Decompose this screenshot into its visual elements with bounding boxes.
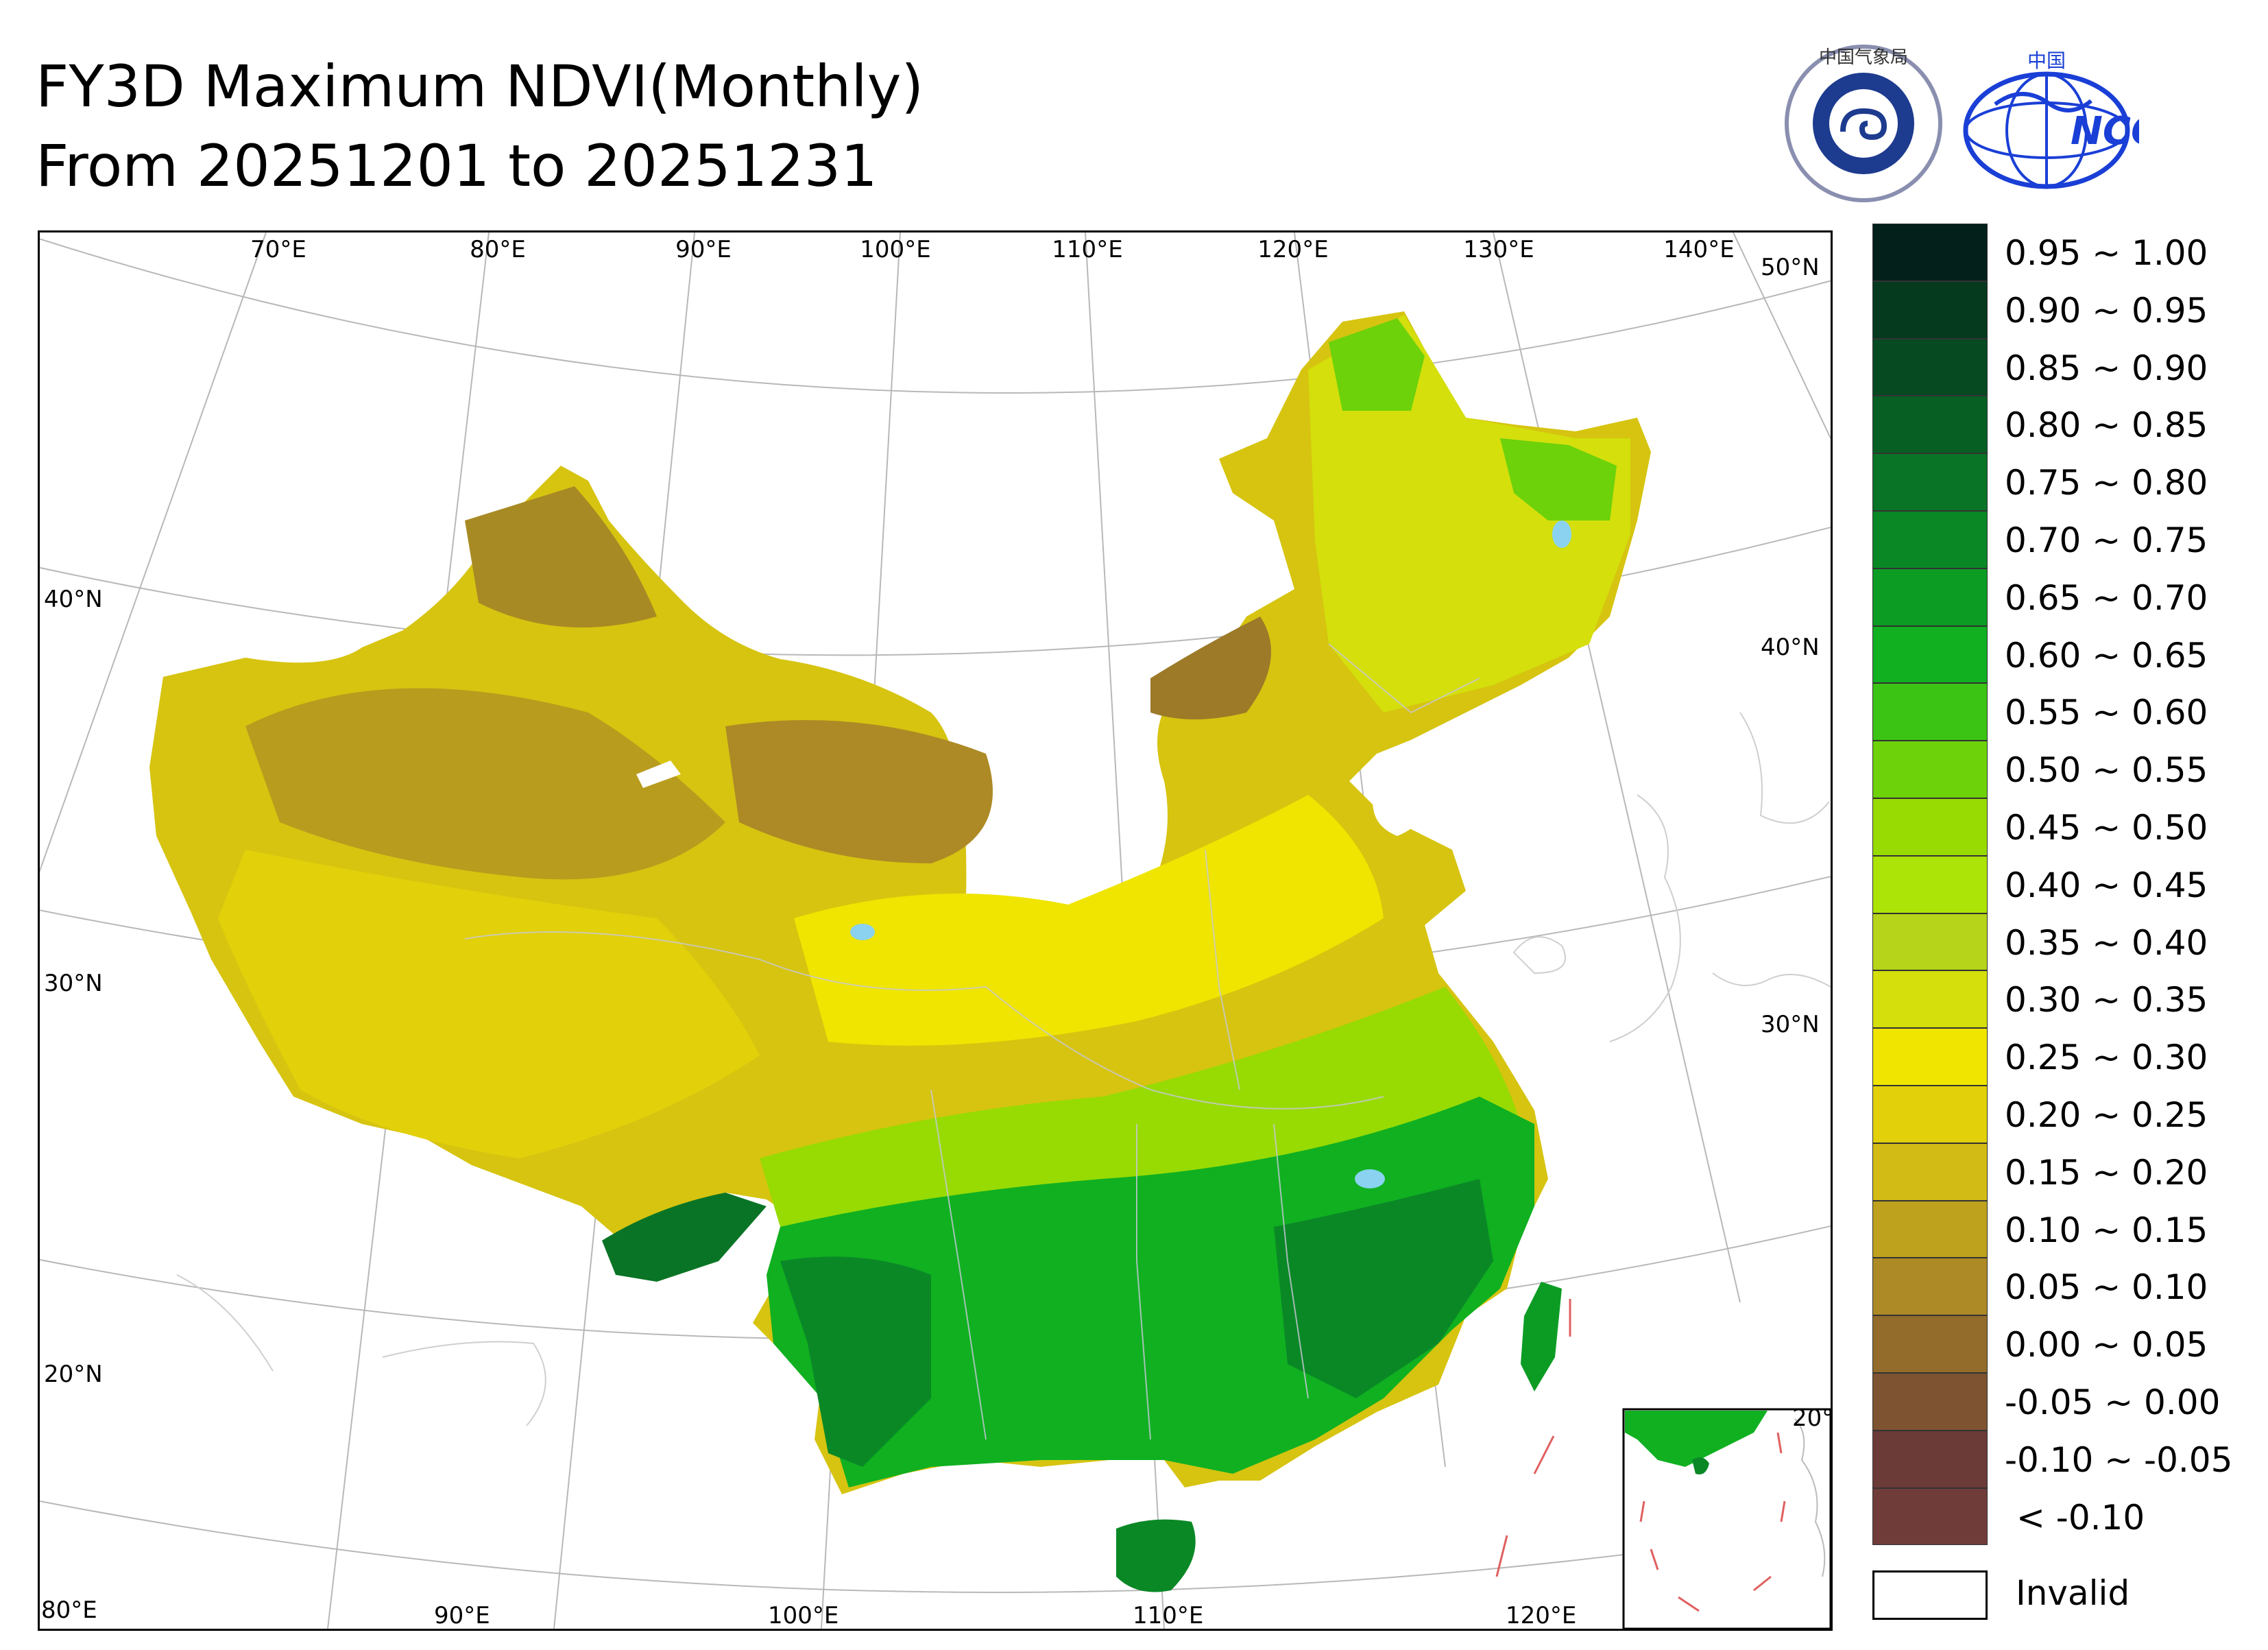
map-title-date-range: From 20251201 to 20251231 bbox=[36, 132, 878, 200]
lon-line-70 bbox=[40, 232, 267, 873]
legend-swatch bbox=[1872, 1315, 1988, 1373]
legend-swatch bbox=[1872, 511, 1988, 569]
lon-line-130 bbox=[1493, 232, 1741, 1303]
lat-label-left-20: 20°N bbox=[44, 1361, 103, 1388]
south-china-sea-inset: 20°N bbox=[1622, 1404, 1831, 1629]
legend-label: 0.60 ~ 0.65 bbox=[2005, 635, 2208, 675]
legend-label: -0.10 ~ -0.05 bbox=[2005, 1439, 2233, 1480]
cma-logo: 中国气象局 bbox=[1783, 36, 1944, 210]
legend-swatch bbox=[1872, 1258, 1988, 1316]
legend-label: 0.25 ~ 0.30 bbox=[2005, 1038, 2208, 1078]
lon-label-130: 130°E bbox=[1463, 236, 1534, 263]
legend-swatch bbox=[1872, 453, 1988, 511]
lat-label-left-30: 30°N bbox=[44, 970, 103, 997]
legend-swatch bbox=[1872, 224, 1988, 281]
legend-label: < -0.10 bbox=[2016, 1497, 2145, 1538]
top-longitude-labels: 70°E 80°E 90°E 100°E 110°E 120°E 130°E 1… bbox=[250, 236, 1735, 263]
legend-swatch bbox=[1872, 1200, 1988, 1258]
svg-text:NCC: NCC bbox=[2071, 109, 2139, 154]
nine-dash-segments bbox=[1495, 1299, 1571, 1577]
ncc-logo-icon: NCC 中国 bbox=[1963, 49, 2159, 189]
lon-label-140: 140°E bbox=[1663, 236, 1734, 263]
legend-label: 0.10 ~ 0.15 bbox=[2005, 1210, 2208, 1250]
lat-label-left-40: 40°N bbox=[44, 586, 103, 613]
lon-label-110: 110°E bbox=[1052, 236, 1122, 263]
legend-swatch bbox=[1872, 1143, 1988, 1201]
lon-label-bottom-110: 110°E bbox=[1133, 1602, 1203, 1629]
legend-label: 0.80 ~ 0.85 bbox=[2005, 405, 2208, 446]
legend-swatch bbox=[1872, 338, 1988, 396]
legend-swatch bbox=[1872, 855, 1988, 913]
lon-label-70: 70°E bbox=[250, 236, 306, 263]
legend-swatch bbox=[1872, 741, 1988, 798]
map-title-line1: FY3D Maximum NDVI(Monthly) bbox=[36, 53, 924, 120]
bohai-sea bbox=[1373, 767, 1438, 836]
legend-label: 0.85 ~ 0.90 bbox=[2005, 348, 2208, 388]
legend-swatch bbox=[1872, 1373, 1988, 1431]
legend-swatch bbox=[1872, 396, 1988, 454]
legend-swatch bbox=[1872, 1487, 1988, 1546]
cma-logo-icon: 中国气象局 bbox=[1785, 45, 1942, 202]
invalid-label: Invalid bbox=[2016, 1573, 2130, 1613]
legend-swatch bbox=[1872, 1086, 1988, 1143]
right-latitude-labels: 50°N 40°N 30°N bbox=[1761, 254, 1820, 1038]
legend-label: 0.65 ~ 0.70 bbox=[2005, 577, 2208, 618]
lon-line-140 bbox=[1733, 232, 1831, 439]
lat-label-right-40: 40°N bbox=[1761, 634, 1820, 661]
lon-label-120: 120°E bbox=[1257, 236, 1328, 263]
legend-label: 0.35 ~ 0.40 bbox=[2005, 922, 2208, 963]
province-boundaries bbox=[464, 643, 1480, 1440]
legend-label: 0.05 ~ 0.10 bbox=[2005, 1267, 2208, 1308]
legend-label: 0.55 ~ 0.60 bbox=[2005, 693, 2208, 733]
lon-label-bottom-90: 90°E bbox=[434, 1602, 490, 1629]
legend-label: 0.70 ~ 0.75 bbox=[2005, 521, 2208, 560]
legend-swatch bbox=[1872, 280, 1988, 339]
legend-label: 0.75 ~ 0.80 bbox=[2005, 463, 2208, 503]
lon-label-90: 90°E bbox=[675, 236, 732, 263]
invalid-area bbox=[636, 761, 681, 788]
legend-swatch bbox=[1872, 798, 1988, 856]
lon-label-bottom-120: 120°E bbox=[1506, 1602, 1576, 1629]
left-latitude-labels: 40°N 30°N 20°N bbox=[44, 586, 103, 1388]
legend-label: 0.95 ~ 1.00 bbox=[2005, 233, 2208, 273]
legend-swatch bbox=[1872, 913, 1988, 971]
lon-label-bottom-80: 80°E bbox=[41, 1597, 97, 1624]
invalid-swatch bbox=[1872, 1570, 1988, 1620]
inset-lat-label: 20°N bbox=[1792, 1404, 1831, 1432]
ncc-logo: NCC 中国 bbox=[1954, 36, 2159, 210]
legend-label: 0.15 ~ 0.20 bbox=[2005, 1152, 2208, 1193]
legend-swatch bbox=[1872, 1430, 1988, 1488]
legend-label: 0.20 ~ 0.25 bbox=[2005, 1095, 2208, 1135]
lon-label-80: 80°E bbox=[470, 236, 526, 263]
lat-line-15 bbox=[40, 1500, 1831, 1593]
legend-label: 0.00 ~ 0.05 bbox=[2005, 1325, 2208, 1365]
bottom-longitude-labels: 80°E 90°E 100°E 110°E 120°E bbox=[41, 1597, 1576, 1629]
qinghai-lake bbox=[850, 924, 875, 940]
svg-text:中国: 中国 bbox=[2027, 49, 2066, 72]
legend-swatch bbox=[1872, 970, 1988, 1029]
ndvi-map[interactable]: 70°E 80°E 90°E 100°E 110°E 120°E 130°E 1… bbox=[38, 230, 1833, 1631]
map-canvas: 70°E 80°E 90°E 100°E 110°E 120°E 130°E 1… bbox=[40, 232, 1831, 1629]
china-ndvi-raster bbox=[149, 311, 1651, 1592]
lat-label-right-50: 50°N bbox=[1761, 254, 1820, 281]
neighbor-coastlines bbox=[176, 712, 1831, 1426]
legend-swatch bbox=[1872, 1028, 1988, 1086]
lon-label-100: 100°E bbox=[860, 236, 930, 263]
legend-label: 0.30 ~ 0.35 bbox=[2005, 980, 2208, 1020]
lat-line-50 bbox=[40, 238, 1831, 394]
legend-label: 0.90 ~ 0.95 bbox=[2005, 290, 2208, 331]
legend-label: 0.50 ~ 0.55 bbox=[2005, 750, 2208, 791]
legend-swatch bbox=[1872, 683, 1988, 741]
lon-label-bottom-100: 100°E bbox=[768, 1602, 839, 1629]
legend-label: -0.05 ~ 0.00 bbox=[2005, 1383, 2221, 1422]
legend-label: 0.40 ~ 0.45 bbox=[2005, 865, 2208, 905]
legend-swatch bbox=[1872, 568, 1988, 626]
legend-label: 0.45 ~ 0.50 bbox=[2005, 808, 2208, 848]
legend-swatch bbox=[1872, 625, 1988, 684]
svg-text:中国气象局: 中国气象局 bbox=[1819, 47, 1908, 68]
lat-label-right-30: 30°N bbox=[1761, 1011, 1820, 1038]
